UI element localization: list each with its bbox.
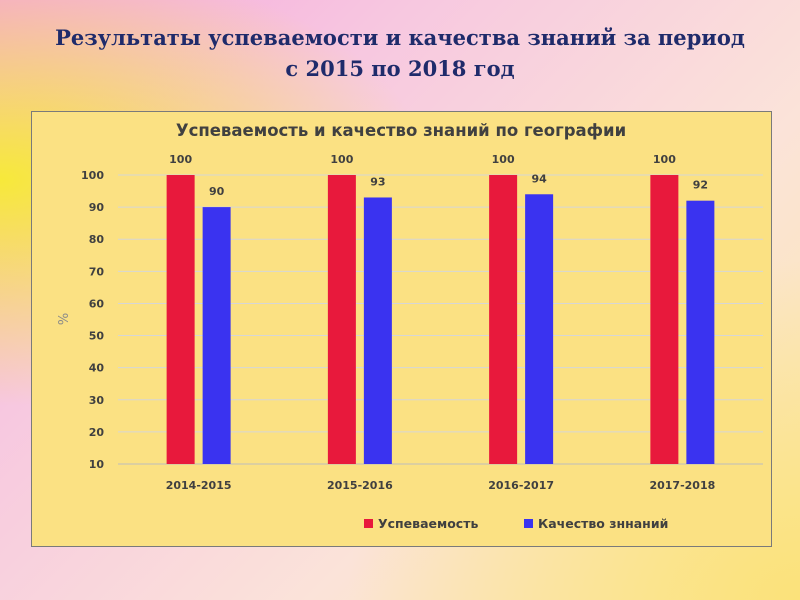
slide-title: Результаты успеваемости и качества знани… bbox=[0, 22, 800, 84]
slide-title-line-2: с 2015 по 2018 год bbox=[285, 56, 515, 81]
data-label: 100 bbox=[169, 153, 192, 166]
y-tick-label: 30 bbox=[89, 394, 105, 407]
data-label: 93 bbox=[370, 175, 385, 188]
legend-label: Успеваемость bbox=[378, 516, 478, 531]
bar bbox=[202, 207, 231, 464]
y-axis-ticks: 10 20 30 40 50 60 70 80 90 100 bbox=[81, 169, 104, 471]
bar bbox=[489, 175, 518, 464]
x-tick-label: 2014-2015 bbox=[166, 479, 232, 492]
bar bbox=[686, 200, 715, 464]
bars bbox=[166, 175, 715, 464]
bar bbox=[525, 194, 554, 464]
y-axis-label: % bbox=[57, 313, 72, 325]
category-labels: 2014-2015 2015-2016 2016-2017 2017-2018 bbox=[166, 479, 716, 492]
chart-frame bbox=[31, 111, 772, 547]
data-label: 100 bbox=[492, 153, 515, 166]
data-labels: 100 90 100 93 100 94 100 92 bbox=[169, 153, 708, 198]
y-tick-label: 10 bbox=[89, 458, 105, 471]
slide-title-line-1: Результаты успеваемости и качества знани… bbox=[55, 25, 745, 50]
y-tick-label: 100 bbox=[81, 169, 104, 182]
data-label: 100 bbox=[330, 153, 353, 166]
data-label: 92 bbox=[693, 179, 708, 192]
y-tick-label: 20 bbox=[89, 426, 105, 439]
y-tick-label: 60 bbox=[89, 297, 105, 310]
bar bbox=[650, 175, 679, 464]
legend-label: Качество зннаний bbox=[538, 516, 668, 531]
y-tick-label: 40 bbox=[89, 362, 105, 375]
data-label: 94 bbox=[531, 172, 547, 185]
x-tick-label: 2015-2016 bbox=[327, 479, 393, 492]
y-tick-label: 50 bbox=[89, 330, 105, 343]
x-tick-label: 2017-2018 bbox=[649, 479, 715, 492]
data-label: 100 bbox=[653, 153, 676, 166]
bar bbox=[363, 197, 392, 464]
legend-swatch bbox=[364, 519, 373, 528]
x-tick-label: 2016-2017 bbox=[488, 479, 554, 492]
y-tick-label: 80 bbox=[89, 233, 105, 246]
bar bbox=[166, 175, 195, 464]
data-label: 90 bbox=[209, 185, 225, 198]
y-tick-label: 90 bbox=[89, 201, 105, 214]
y-tick-label: 70 bbox=[89, 265, 105, 278]
bar bbox=[327, 175, 356, 464]
legend-swatch bbox=[524, 519, 533, 528]
chart-title: Успеваемость и качество знаний по геогра… bbox=[176, 121, 626, 140]
legend: Успеваемость Качество зннаний bbox=[364, 516, 668, 531]
